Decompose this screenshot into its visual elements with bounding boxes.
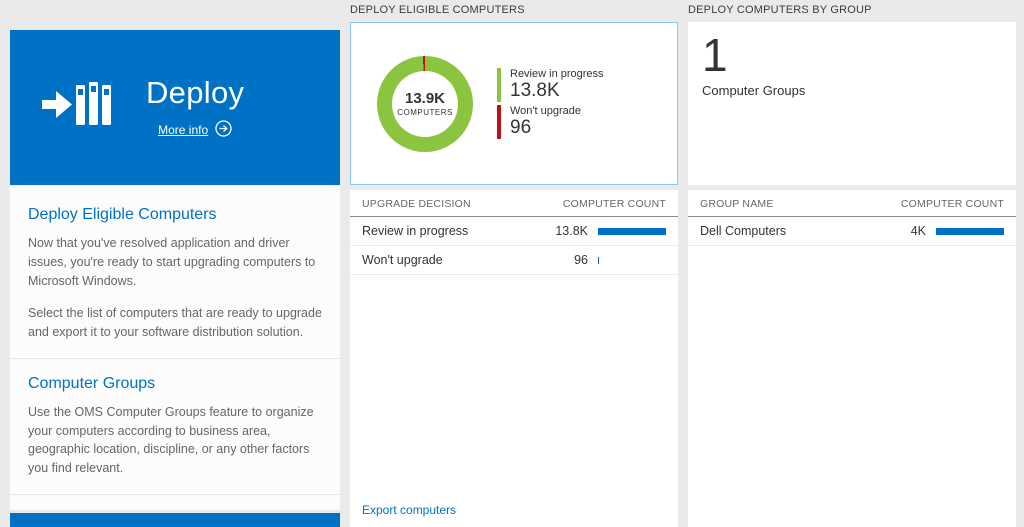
row-bar: [598, 256, 666, 264]
donut-center-value: 13.9K: [404, 90, 446, 107]
upgrade-decision-table: UPGRADE DECISION COMPUTER COUNT Review i…: [350, 190, 678, 527]
row-bar: [936, 227, 1004, 235]
legend-swatch-green: [497, 68, 501, 102]
divider: [10, 357, 340, 359]
section-heading-deploy-eligible: Deploy Eligible Computers: [28, 206, 217, 223]
row-label: Dell Computers: [700, 224, 787, 238]
column-header-computer-count: COMPUTER COUNT: [900, 198, 1004, 210]
donut-legend: Review in progress 13.8K Won't upgrade 9…: [497, 68, 604, 139]
column-header-upgrade-decision: UPGRADE DECISION: [362, 198, 471, 210]
legend-value: 13.8K: [510, 80, 560, 102]
row-label: Won't upgrade: [362, 253, 443, 267]
row-bar: [598, 227, 666, 235]
more-info-link[interactable]: More info: [158, 120, 232, 140]
eligible-computers-chart-card[interactable]: 13.9K COMPUTERS Review in progress 13.8K…: [350, 22, 678, 185]
right-column-header: DEPLOY COMPUTERS BY GROUP: [688, 4, 872, 16]
legend-item-review-in-progress: Review in progress 13.8K: [497, 68, 604, 102]
deploy-icon: [42, 76, 116, 139]
legend-label: Won't upgrade: [510, 105, 582, 117]
middle-column-header: DEPLOY ELIGIBLE COMPUTERS: [350, 4, 525, 16]
deploy-tile[interactable]: Deploy More info: [10, 30, 340, 185]
deploy-info-panel: Deploy Eligible Computers Now that you'v…: [10, 185, 340, 510]
row-value: 4K: [910, 224, 926, 238]
column-header-group-name: GROUP NAME: [700, 198, 774, 210]
column-header-computer-count: COMPUTER COUNT: [562, 198, 666, 210]
row-value: 96: [574, 253, 588, 267]
export-computers-link[interactable]: Export computers: [362, 503, 457, 517]
divider: [10, 493, 340, 495]
group-count-value: 1: [702, 29, 728, 81]
table-header-row: UPGRADE DECISION COMPUTER COUNT: [350, 190, 678, 217]
section-paragraph: Now that you've resolved application and…: [28, 236, 316, 288]
row-label: Review in progress: [362, 224, 469, 238]
donut-center-label: COMPUTERS: [397, 108, 453, 117]
table-row[interactable]: Review in progress 13.8K: [350, 217, 678, 246]
computer-groups-summary-card[interactable]: 1 Computer Groups: [688, 22, 1016, 185]
table-header-row: GROUP NAME COMPUTER COUNT: [688, 190, 1016, 217]
row-value: 13.8K: [555, 224, 588, 238]
section-paragraph: Select the list of computers that are re…: [28, 306, 322, 339]
deploy-tile-title: Deploy: [146, 75, 245, 110]
donut-center: 13.9K COMPUTERS: [392, 70, 458, 137]
legend-value: 96: [510, 117, 532, 138]
donut-chart: 13.9K COMPUTERS: [377, 55, 473, 152]
legend-swatch-red: [497, 105, 501, 139]
section-heading-computer-groups: Computer Groups: [28, 374, 156, 392]
table-row[interactable]: Won't upgrade 96: [350, 246, 678, 275]
legend-item-wont-upgrade: Won't upgrade 96: [497, 105, 604, 139]
section-paragraph: Use the OMS Computer Groups feature to o…: [28, 404, 314, 475]
table-row[interactable]: Dell Computers 4K: [688, 217, 1016, 246]
tile-footer-strip: [10, 513, 340, 527]
arrow-circle-icon[interactable]: [215, 120, 232, 140]
group-count-label: Computer Groups: [702, 82, 806, 98]
more-info-label: More info: [158, 123, 209, 137]
group-table: GROUP NAME COMPUTER COUNT Dell Computers…: [688, 190, 1016, 527]
legend-label: Review in progress: [510, 68, 604, 81]
